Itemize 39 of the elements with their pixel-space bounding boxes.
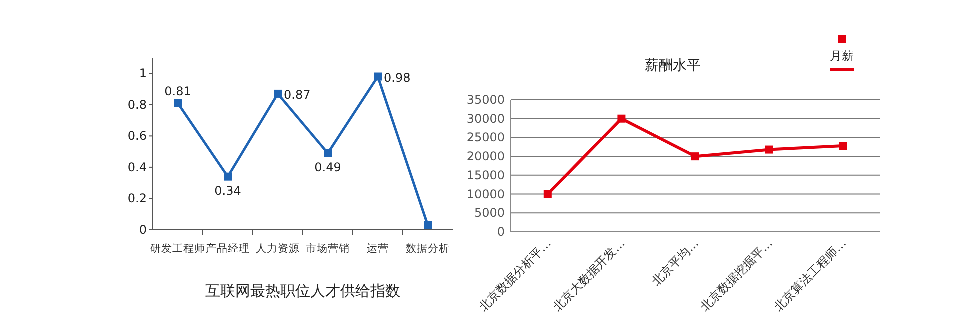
point — [174, 99, 182, 108]
text: 互联网最热职位人才供给指数 — [206, 282, 400, 300]
data-label: 0.98 — [384, 70, 411, 85]
point — [424, 221, 432, 230]
y-tick-label: 25000 — [466, 130, 505, 145]
point — [544, 190, 552, 198]
y-tick-label: 0 — [139, 223, 147, 237]
data-label: 0.49 — [314, 160, 342, 174]
y-tick-label: 15000 — [466, 168, 505, 182]
point — [374, 72, 382, 81]
x-tick-label: 人力资源 — [256, 242, 300, 255]
chart-title: 薪酬水平 — [645, 58, 701, 74]
y-tick-label: 0.4 — [128, 160, 147, 174]
data-label: 0.81 — [164, 84, 192, 98]
y-tick-label: 35000 — [466, 93, 505, 107]
x-tick-label: 研发工程师 — [150, 243, 206, 255]
x-tick-label: 市场营销 — [306, 242, 350, 255]
y-tick-label: 0.6 — [128, 129, 147, 144]
point — [224, 172, 232, 181]
y-tick-label: 0 — [497, 225, 505, 239]
y-tick-label: 5000 — [474, 206, 505, 220]
point — [324, 149, 332, 158]
y-tick-label: 10000 — [466, 187, 505, 202]
y-tick-label: 20000 — [466, 150, 505, 164]
y-tick-label: 30000 — [466, 112, 505, 126]
x-tick-label: 产品经理 — [206, 242, 250, 255]
y-tick-label: 1 — [139, 66, 147, 81]
point — [765, 146, 774, 154]
x-tick-label: 运营 — [367, 242, 389, 255]
x-tick-label: 数据分析 — [406, 243, 450, 255]
data-label: 0.87 — [284, 88, 311, 102]
point — [692, 152, 700, 161]
y-tick-label: 0.8 — [128, 98, 147, 112]
y-tick-label: 0.2 — [128, 192, 147, 206]
point — [618, 114, 626, 123]
point — [274, 90, 282, 98]
legend-label: 月薪 — [830, 49, 854, 63]
data-label: 0.34 — [214, 184, 242, 198]
point — [839, 142, 848, 150]
